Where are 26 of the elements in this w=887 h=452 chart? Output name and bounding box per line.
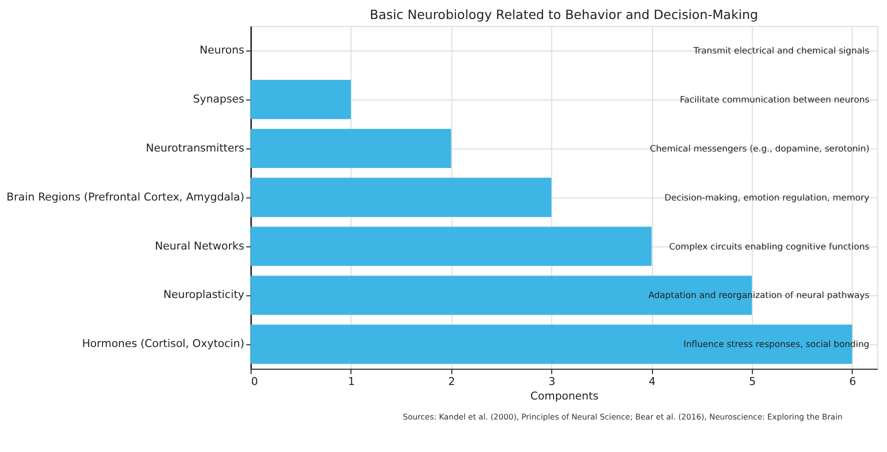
annotation: Transmit electrical and chemical signals <box>692 46 870 56</box>
annotation: Facilitate communication between neurons <box>680 95 870 106</box>
y-tick-label: Brain Regions (Prefrontal Cortex, Amygdala) <box>6 190 244 204</box>
y-tick-label: Hormones (Cortisol, Oxytocin) <box>82 337 244 350</box>
bar <box>250 226 652 266</box>
x-tick-label: 3 <box>548 374 556 388</box>
x-tick-label: 1 <box>348 374 355 388</box>
y-tick-label: Neuroplasticity <box>163 288 245 302</box>
chart-title: Basic Neurobiology Related to Behavior and Decision-Making <box>370 7 758 22</box>
annotation: Chemical messengers (e.g., dopamine, serotonin) <box>650 144 870 154</box>
x-tick-label: 6 <box>849 374 856 388</box>
bar <box>250 128 452 168</box>
y-tick-label: Neural Networks <box>154 239 245 252</box>
x-tick-label: 5 <box>748 374 756 388</box>
x-tick-label: 2 <box>448 374 456 388</box>
x-tick-label: 0 <box>251 374 258 388</box>
y-tick-label: Synapses <box>193 92 245 106</box>
annotation: Decision-making, emotion regulation, memory <box>664 193 870 204</box>
y-tick-label: Neurotransmitters <box>146 141 245 154</box>
bar <box>250 80 351 120</box>
annotation: Complex circuits enabling cognitive functions <box>669 242 870 252</box>
source-note: Sources: Kandel et al. (2000), Principles of Neural Science; Bear et al. (2016), Neuroscience: Exploring the Brain <box>402 412 843 422</box>
y-tick-label: Neurons <box>200 43 245 56</box>
x-axis-title: Components <box>530 390 599 403</box>
bar <box>250 178 552 217</box>
x-tick-label: 4 <box>648 374 656 388</box>
